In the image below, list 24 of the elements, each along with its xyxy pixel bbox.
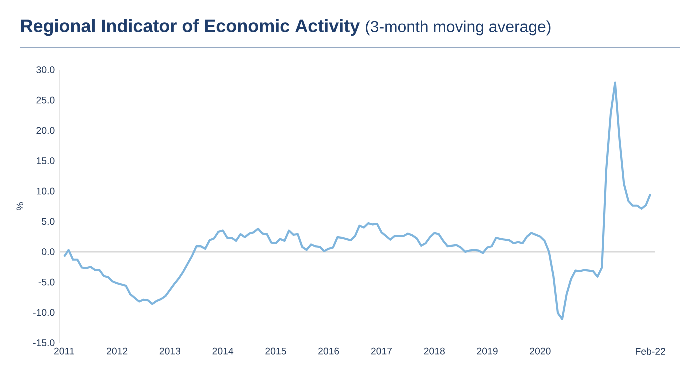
y-tick-label: -15.0 (33, 340, 55, 346)
x-tick-label: 2020 (530, 348, 551, 355)
y-tick-label: -5.0 (38, 278, 55, 286)
x-tick-label: 2014 (212, 348, 234, 355)
y-tick-label: 25.0 (36, 96, 55, 104)
chart-title: Regional Indicator of Economic Activity (21, 19, 360, 36)
y-tick-label: 10.0 (37, 188, 55, 195)
x-tick-label: 2015 (266, 348, 286, 355)
x-tick-label: 2017 (371, 348, 392, 355)
x-tick-label: Feb-22 (636, 348, 666, 355)
x-tick-label: 2013 (160, 348, 181, 355)
y-tick-label: -10.0 (33, 309, 55, 316)
y-axis-title: % (16, 202, 24, 210)
y-tick-label: 5.0 (42, 218, 55, 226)
y-tick-label: 0.0 (42, 248, 55, 256)
x-tick-label: 2011 (54, 348, 74, 355)
y-tick-label: 15.0 (37, 158, 55, 164)
x-tick-label: 2018 (424, 348, 445, 355)
y-tick-label: 30.0 (36, 66, 55, 74)
x-tick-label: 2019 (477, 348, 498, 355)
chart-subtitle: (3-month moving average) (366, 20, 551, 36)
y-tick-label: 20.0 (36, 127, 55, 134)
x-tick-label: 2012 (107, 348, 128, 355)
x-tick-label: 2016 (318, 348, 340, 355)
